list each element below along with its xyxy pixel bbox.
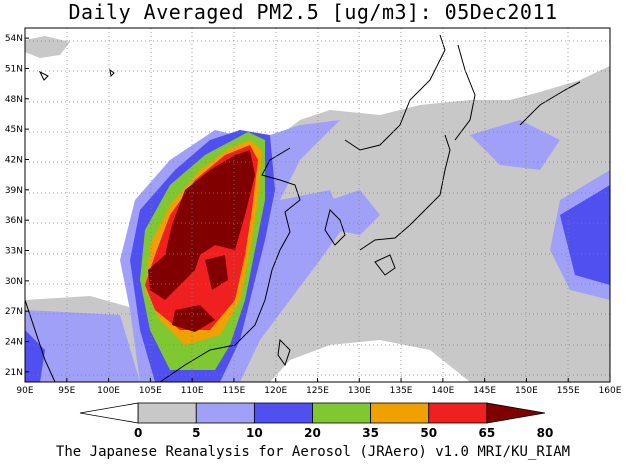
lon-tick-label: 150E [515,386,538,396]
lat-tick-label: 45N [5,125,23,135]
colorbar-level-label: 50 [420,426,437,440]
lat-tick-label: 54N [5,34,23,44]
colorbar-level-label: 35 [362,426,379,440]
lat-tick-label: 33N [5,247,23,257]
colorbar-segment [137,402,197,424]
lon-tick-label: 125E [306,386,329,396]
colorbar-segment [428,402,488,424]
graticule [25,28,610,382]
colorbar: 0 5 10 20 35 50 65 80 [79,402,554,440]
lon-tick-label: 135E [390,386,413,396]
longitude-labels: 90E 95E 100E 105E 110E 115E 120E 125E 130E 135E 14… [16,378,622,396]
lat-tick-label: 27N [5,307,23,317]
lat-tick-label: 36N [5,216,23,226]
lon-tick-label: 120E [264,386,287,396]
lat-tick-label: 39N [5,186,23,196]
lat-tick-label: 21N [5,368,23,378]
map-title: Daily Averaged PM2.5 [ug/m3]: 05Dec2011 [68,0,558,24]
lon-tick-label: 130E [348,386,371,396]
colorbar-segment [195,402,255,424]
footer-credit: The Japanese Reanalysis for Aerosol (JRA… [55,444,571,460]
lon-tick-label: 160E [599,386,622,396]
colorbar-segment [370,402,430,424]
colorbar-level-label: 20 [304,426,321,440]
lat-tick-label: 48N [5,95,23,105]
colorbar-segment [253,402,313,424]
colorbar-level-label: 65 [479,426,496,440]
lon-tick-label: 95E [58,386,75,396]
colorbar-level-label: 0 [134,426,142,440]
lon-tick-label: 140E [431,386,454,396]
lat-tick-label: 24N [5,338,23,348]
latitude-labels: 21N 24N 27N 30N 33N 36N 39N 42N 45N 48N 51N 54N [5,34,29,378]
colorbar-segment [312,402,372,424]
concentration-fields [25,28,610,382]
lon-tick-label: 110E [181,386,204,396]
colorbar-segment [486,402,546,424]
lon-tick-label: 90E [16,386,33,396]
lon-tick-label: 155E [557,386,580,396]
lon-tick-label: 115E [222,386,245,396]
colorbar-level-label: 80 [537,426,554,440]
lat-tick-label: 51N [5,64,23,74]
colorbar-level-label: 5 [192,426,200,440]
colorbar-level-label: 10 [246,426,263,440]
lon-tick-label: 145E [473,386,496,396]
coastlines [25,34,581,382]
level-80-plus-area [148,150,255,332]
colorbar-segment [79,402,139,424]
lon-tick-label: 100E [97,386,120,396]
lon-tick-label: 105E [139,386,162,396]
lat-tick-label: 30N [5,277,23,287]
lat-tick-label: 42N [5,155,23,165]
